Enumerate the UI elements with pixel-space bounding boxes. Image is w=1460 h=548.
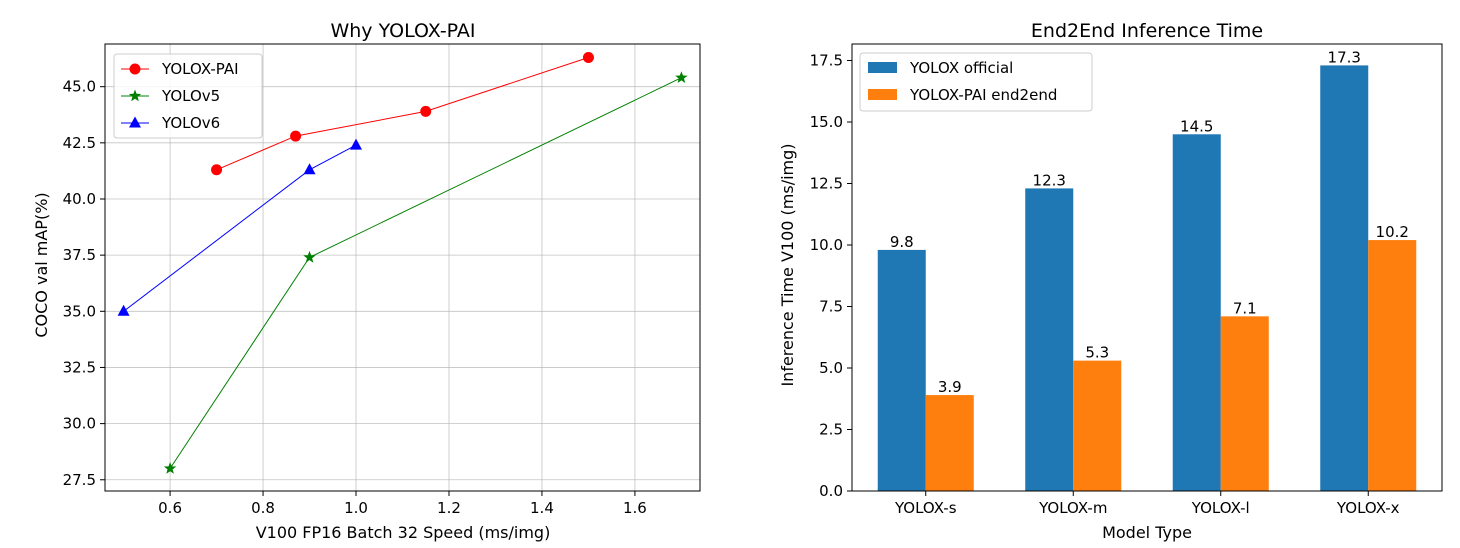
y-tick-label: 10.0 xyxy=(810,236,843,254)
x-tick-label: YOLOX-x xyxy=(1336,499,1400,517)
data-point xyxy=(420,105,432,117)
series-yolov6 xyxy=(117,138,363,316)
x-tick-label: 1.4 xyxy=(530,499,554,517)
y-axis-label: Inference Time V100 (ms/img) xyxy=(778,143,797,386)
x-tick-label: YOLOX-l xyxy=(1191,499,1250,517)
legend: YOLOX official YOLOX-PAI end2end xyxy=(859,52,1093,112)
bar-value-label: 10.2 xyxy=(1376,223,1409,241)
data-point xyxy=(582,51,594,63)
y-tick-label: 32.5 xyxy=(63,358,96,376)
data-point xyxy=(117,304,130,316)
grid xyxy=(105,44,700,491)
bar xyxy=(877,249,926,491)
data-point xyxy=(350,138,363,150)
y-tick-label: 35.0 xyxy=(63,302,96,320)
y-tick-label: 7.5 xyxy=(819,297,843,315)
data-point xyxy=(290,130,302,142)
y-tick-label: 40.0 xyxy=(63,190,96,208)
legend-label: YOLOv6 xyxy=(161,114,220,132)
x-tick-label: YOLOX-m xyxy=(1038,499,1107,517)
data-point xyxy=(303,163,316,175)
y-tick-label: 45.0 xyxy=(63,78,96,96)
y-tick-label: 27.5 xyxy=(63,471,96,489)
x-tick-label: 1.6 xyxy=(623,499,647,517)
chart-title: End2End Inference Time xyxy=(1031,20,1263,42)
bar-value-label: 5.3 xyxy=(1085,344,1109,362)
legend-label: YOLOX-PAI xyxy=(161,60,239,78)
plot-frame xyxy=(104,43,701,492)
bar xyxy=(1220,316,1269,491)
legend-label: YOLOX official xyxy=(909,59,1013,77)
x-tick-label: 1.2 xyxy=(437,499,461,517)
y-tick-label: 0.0 xyxy=(819,482,843,500)
bar-value-label: 17.3 xyxy=(1328,48,1361,66)
legend-box xyxy=(859,52,1093,112)
x-axis-label: V100 FP16 Batch 32 Speed (ms/img) xyxy=(256,523,551,542)
series-yolox-pai-end2end: 3.9 5.3 7.1 10.2 xyxy=(925,223,1417,491)
series-yolox-pai xyxy=(211,51,594,176)
series-yolox-official: 9.8 12.3 14.5 17.3 xyxy=(877,48,1369,491)
y-tick-label: 5.0 xyxy=(819,359,843,377)
x-tick-label: 1.0 xyxy=(344,499,368,517)
y-tick-label: 42.5 xyxy=(63,134,96,152)
legend-label: YOLOX-PAI end2end xyxy=(909,86,1057,104)
legend-box xyxy=(113,53,263,139)
line-chart-why-yolox-pai: Why YOLOX-PAI V100 FP16 Batch 32 Speed (… xyxy=(32,20,701,542)
x-axis-label: Model Type xyxy=(1102,523,1192,542)
data-point xyxy=(211,164,223,176)
series-yolov5 xyxy=(163,71,688,474)
y-tick-label: 30.0 xyxy=(63,415,96,433)
data-point xyxy=(303,250,316,263)
x-tick-label: 0.6 xyxy=(158,499,182,517)
x-tick-label: YOLOX-s xyxy=(894,499,957,517)
chart-title: Why YOLOX-PAI xyxy=(330,20,475,42)
bar-value-label: 7.1 xyxy=(1233,299,1257,317)
legend-swatch xyxy=(868,62,897,73)
y-tick-label: 2.5 xyxy=(819,420,843,438)
bar-value-label: 3.9 xyxy=(938,378,962,396)
bar xyxy=(1368,240,1417,491)
legend-marker xyxy=(128,89,142,102)
y-tick-label: 37.5 xyxy=(63,246,96,264)
bar-value-label: 14.5 xyxy=(1180,117,1213,135)
bar xyxy=(1025,188,1074,491)
bar xyxy=(1320,65,1369,491)
series-line xyxy=(216,57,589,171)
bar xyxy=(1073,360,1122,491)
y-axis-label: COCO val mAP(%) xyxy=(32,192,51,337)
legend: YOLOX-PAI YOLOv5 YOLOv6 xyxy=(113,53,263,139)
y-tick-label: 12.5 xyxy=(810,174,843,192)
bar-value-label: 9.8 xyxy=(890,233,914,251)
data-point xyxy=(675,71,688,83)
bar-value-label: 12.3 xyxy=(1033,171,1066,189)
x-tick-label: 0.8 xyxy=(251,499,275,517)
legend-marker xyxy=(129,63,141,75)
bar xyxy=(1172,134,1221,491)
plot-frame xyxy=(851,43,1443,492)
legend-marker xyxy=(129,116,141,128)
y-tick-label: 15.0 xyxy=(810,113,843,131)
data-point xyxy=(163,462,177,474)
bar xyxy=(925,395,974,491)
bar-chart-end2end-inference-time: End2End Inference Time Model Type Infere… xyxy=(778,20,1443,542)
series-line xyxy=(123,144,357,312)
legend-label: YOLOv5 xyxy=(161,87,220,105)
legend-swatch xyxy=(868,89,897,100)
y-tick-label: 17.5 xyxy=(810,51,843,69)
